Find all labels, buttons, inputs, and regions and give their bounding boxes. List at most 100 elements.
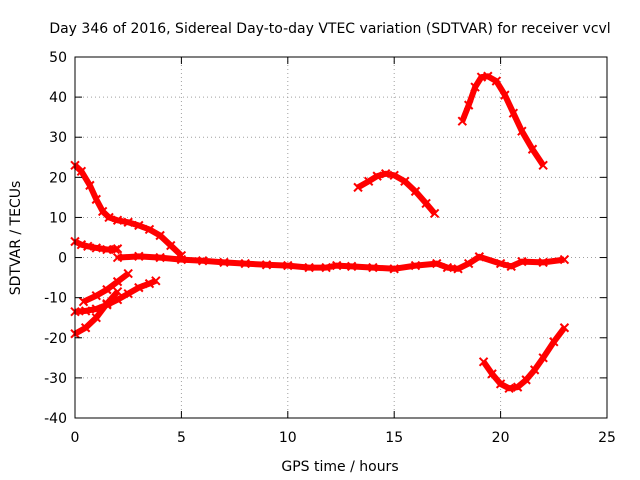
- data-point: [442, 262, 453, 273]
- data-point: [483, 71, 493, 81]
- data-point: [421, 198, 431, 209]
- y-tick-label: -30: [44, 371, 67, 387]
- data-point: [491, 76, 502, 86]
- data-point: [432, 258, 442, 269]
- data-point: [389, 170, 399, 181]
- data-point: [538, 160, 548, 171]
- y-tick-label: 50: [49, 50, 67, 66]
- data-point: [363, 176, 374, 187]
- data-point: [380, 169, 391, 179]
- data-point: [155, 252, 165, 263]
- plot-frame: [74, 56, 608, 419]
- data-point: [151, 276, 161, 286]
- data-series: [70, 71, 570, 394]
- y-tick-label: -10: [44, 291, 67, 307]
- data-point: [134, 282, 144, 293]
- data-point: [410, 186, 421, 197]
- x-tick-label: 10: [279, 430, 297, 446]
- data-point: [112, 276, 123, 287]
- data-point: [463, 258, 474, 269]
- data-point: [346, 261, 357, 272]
- data-point: [332, 260, 342, 271]
- data-point: [517, 126, 527, 136]
- data-point: [368, 262, 378, 273]
- y-tick-label: 40: [49, 90, 67, 106]
- data-point: [112, 286, 123, 297]
- data-point: [91, 290, 101, 301]
- data-point: [134, 220, 144, 231]
- data-point: [538, 353, 548, 363]
- data-point: [549, 337, 559, 347]
- data-point: [76, 166, 87, 177]
- data-point: [529, 365, 540, 375]
- data-point: [321, 262, 331, 273]
- x-tick-label: 5: [177, 430, 186, 446]
- data-point: [78, 296, 89, 307]
- series-arc-near-zero: [117, 253, 565, 272]
- data-point: [478, 357, 489, 367]
- data-point: [508, 108, 519, 118]
- data-point: [559, 254, 570, 265]
- x-axis-label: GPS time / hours: [281, 459, 398, 475]
- data-point: [521, 375, 531, 385]
- x-tick-label: 20: [492, 430, 510, 446]
- data-point: [261, 260, 272, 270]
- data-point: [144, 224, 155, 235]
- data-point: [500, 90, 510, 100]
- y-tick-label: 10: [49, 210, 67, 226]
- data-point: [512, 382, 523, 392]
- data-point: [400, 176, 410, 187]
- data-point: [410, 260, 421, 271]
- data-point: [80, 306, 91, 316]
- data-point: [80, 323, 91, 333]
- data-point: [166, 240, 176, 251]
- x-tick-label: 25: [598, 430, 616, 446]
- data-point: [240, 258, 250, 269]
- data-point: [83, 241, 93, 252]
- data-point: [429, 208, 440, 219]
- data-point: [506, 261, 516, 272]
- data-point: [283, 260, 293, 271]
- data-point: [304, 262, 314, 273]
- data-point: [538, 257, 548, 268]
- data-point: [504, 383, 514, 394]
- data-point: [389, 264, 399, 274]
- y-tick-label: -20: [44, 331, 67, 347]
- data-point: [91, 194, 101, 205]
- data-point: [219, 257, 229, 268]
- data-point: [102, 298, 112, 309]
- data-point: [176, 254, 187, 265]
- data-point: [470, 82, 480, 92]
- data-point: [144, 278, 155, 289]
- data-point: [487, 369, 497, 379]
- data-point: [102, 284, 112, 295]
- data-point: [559, 323, 570, 333]
- data-point: [134, 251, 144, 262]
- data-point: [495, 379, 506, 389]
- data-point: [527, 144, 538, 154]
- y-tick-label: -40: [44, 411, 67, 427]
- data-point: [112, 244, 123, 254]
- data-point: [123, 217, 133, 227]
- data-point: [517, 256, 527, 267]
- data-point: [495, 258, 506, 269]
- data-point: [457, 116, 468, 126]
- data-point: [112, 252, 123, 263]
- y-tick-label: 0: [58, 251, 67, 267]
- data-point: [112, 215, 123, 225]
- x-tick-label: 15: [385, 430, 403, 446]
- data-point: [123, 288, 133, 299]
- y-tick-label: 30: [49, 130, 67, 146]
- data-point: [102, 244, 112, 255]
- data-point: [474, 252, 485, 262]
- data-point: [85, 180, 95, 191]
- data-point: [197, 256, 208, 266]
- data-point: [372, 171, 382, 181]
- data-point: [91, 313, 101, 323]
- chart-title: Day 346 of 2016, Sidereal Day-to-day VTE…: [49, 21, 610, 37]
- data-point: [155, 230, 165, 241]
- data-point: [104, 212, 114, 223]
- data-point: [91, 243, 101, 253]
